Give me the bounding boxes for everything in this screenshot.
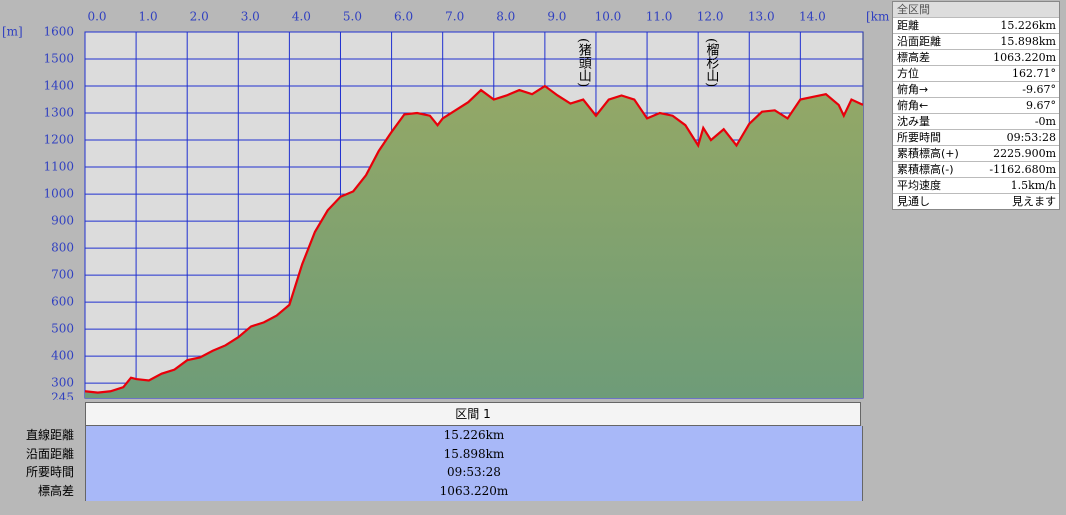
y-tick-label: 400	[51, 349, 74, 363]
panel-row: 沈み量 -0m	[893, 113, 1059, 129]
panel-row: 距離 15.226km	[893, 17, 1059, 33]
x-unit: [km]	[866, 10, 890, 24]
panel-title: 全区間	[893, 2, 1059, 17]
profile-line	[84, 84, 864, 394]
panel-value: 9.67°	[1026, 99, 1056, 112]
x-tick-label: 9.0	[547, 10, 566, 24]
panel-value: 09:53:28	[1006, 131, 1056, 144]
panel-value: 1063.220m	[993, 51, 1056, 64]
table-row: 所要時間 09:53:28	[0, 463, 863, 482]
y-tick-label: 1600	[43, 25, 74, 39]
panel-key: 標高差	[897, 51, 930, 64]
y-tick-label: 900	[51, 214, 74, 228]
panel-key: 俯角←	[897, 99, 929, 112]
panel-key: 沈み量	[897, 115, 930, 128]
x-tick-label: 6.0	[394, 10, 413, 24]
y-tick-label: 1300	[43, 106, 74, 120]
y-tick-label: 245	[51, 391, 74, 401]
panel-key: 累積標高(-)	[897, 163, 954, 176]
panel-key: 方位	[897, 67, 919, 80]
y-tick-label: 1400	[43, 79, 74, 93]
row-label: 所要時間	[25, 465, 74, 479]
panel-value: 2225.900m	[993, 147, 1056, 160]
panel-value: -1162.680m	[989, 163, 1056, 176]
panel-value: 15.226km	[1000, 19, 1056, 32]
panel-row: 累積標高(+) 2225.900m	[893, 145, 1059, 161]
row-value: 15.898km	[85, 444, 863, 464]
y-tick-label: 800	[51, 241, 74, 255]
y-tick-label: 700	[51, 268, 74, 282]
row-label: 沿面距離	[25, 446, 74, 461]
row-value: 15.226km	[85, 426, 863, 445]
row-value: 09:53:28	[85, 463, 863, 482]
panel-key: 距離	[897, 19, 919, 32]
y-tick-label: 500	[51, 322, 74, 336]
x-tick-label: 10.0	[595, 10, 622, 24]
y-tick-label: 1200	[43, 133, 74, 147]
x-tick-label: 2.0	[190, 10, 209, 24]
panel-key: 沿面距離	[897, 35, 941, 48]
x-tick-label: 14.0	[799, 10, 826, 24]
table-row: 直線距離 15.226km	[0, 426, 863, 445]
panel-key: 俯角→	[897, 83, 929, 96]
panel-row: 標高差 1063.220m	[893, 49, 1059, 65]
panel-value: 15.898km	[1000, 35, 1056, 48]
summary-panel: 全区間 距離 15.226km 沿面距離 15.898km 標高差 1063.220m 方位…	[892, 1, 1060, 210]
panel-value: 162.71°	[1012, 67, 1056, 80]
x-tick-label: 0.0	[87, 10, 106, 24]
x-tick-label: 3.0	[241, 10, 260, 24]
panel-key: 所要時間	[897, 131, 941, 144]
panel-row: 見通し 見えます	[893, 193, 1059, 209]
panel-row: 所要時間 09:53:28	[893, 129, 1059, 145]
x-tick-label: 8.0	[496, 10, 515, 24]
y-tick-label: 1100	[43, 160, 74, 174]
panel-value: 見えます	[1012, 195, 1056, 208]
y-tick-label: 300	[51, 376, 74, 390]
panel-key: 平均速度	[897, 179, 941, 192]
peak-annotation: (猪頭山)	[576, 38, 592, 87]
section-header: 区間 1	[85, 402, 861, 426]
x-tick-label: 12.0	[697, 10, 724, 24]
panel-row: 俯角← 9.67°	[893, 97, 1059, 113]
table-row: 沿面距離 15.898km	[0, 444, 863, 464]
panel-key: 累積標高(+)	[897, 147, 959, 160]
panel-row: 累積標高(-) -1162.680m	[893, 161, 1059, 177]
panel-row: 平均速度 1.5km/h	[893, 177, 1059, 193]
x-tick-label: 13.0	[748, 10, 775, 24]
x-tick-label: 7.0	[445, 10, 464, 24]
row-value: 1063.220m	[85, 481, 863, 501]
panel-row: 沿面距離 15.898km	[893, 33, 1059, 49]
y-tick-label: 1500	[43, 52, 74, 66]
panel-key: 見通し	[897, 195, 930, 208]
row-label: 直線距離	[25, 428, 74, 442]
y-tick-label: 600	[51, 295, 74, 309]
panel-value: 1.5km/h	[1010, 179, 1056, 192]
terrain-area	[85, 86, 863, 398]
x-tick-label: 1.0	[139, 10, 158, 24]
panel-value: -9.67°	[1022, 83, 1056, 96]
x-tick-label: 5.0	[343, 10, 362, 24]
y-tick-label: 1000	[43, 187, 74, 201]
y-unit: [m]	[2, 25, 23, 39]
x-tick-label: 4.0	[292, 10, 311, 24]
table-row: 標高差 1063.220m	[0, 481, 863, 501]
x-tick-label: 11.0	[646, 10, 673, 24]
peak-annotation: (榴杉山)	[703, 38, 719, 87]
row-label: 標高差	[37, 483, 74, 498]
panel-value: -0m	[1034, 115, 1056, 128]
panel-row: 方位 162.71°	[893, 65, 1059, 81]
panel-row: 俯角→ -9.67°	[893, 81, 1059, 97]
